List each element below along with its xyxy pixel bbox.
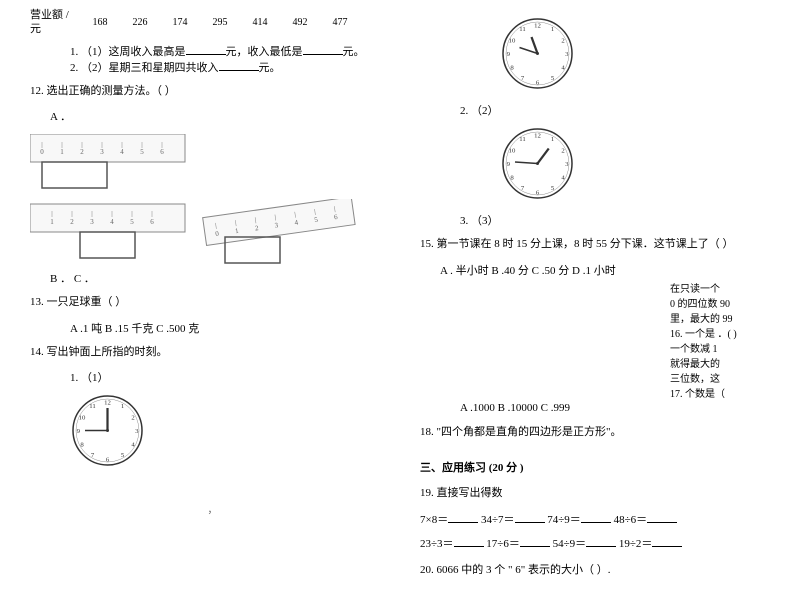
q16-opts: A .1000 B .10000 C .999	[460, 402, 770, 414]
svg-text:10: 10	[509, 37, 516, 44]
ruler-image-a: 0 1 2 3 4 5 6	[30, 134, 395, 189]
clock-3: 121234567891011	[500, 126, 770, 204]
q1-sub2: 2. （2）星期三和星期四共收入元。	[70, 59, 395, 75]
q15-text: 15. 第一节课在 8 时 15 分上课，8 时 55 分下课．这节课上了（ ）	[420, 236, 770, 254]
q19-text: 19. 直接写出得数	[420, 485, 770, 503]
q19-line2: 23÷3＝ 17÷6＝ 54÷9＝ 19÷2＝	[420, 535, 770, 555]
blank	[581, 511, 611, 523]
svg-text:3: 3	[100, 148, 104, 156]
svg-text:2: 2	[70, 218, 74, 226]
svg-text:11: 11	[89, 403, 96, 410]
svg-text:12: 12	[104, 400, 111, 407]
svg-text:11: 11	[519, 26, 526, 33]
svg-text:2: 2	[131, 415, 134, 422]
blank	[448, 511, 478, 523]
blank	[586, 535, 616, 547]
svg-text:11: 11	[519, 136, 526, 143]
blank	[647, 511, 677, 523]
q14-text: 14. 写出钟面上所指的时刻。	[30, 344, 395, 362]
q14-sub2: 2. （2）	[460, 102, 770, 118]
svg-text:0: 0	[40, 148, 44, 156]
q20-text: 20. 6066 中的 3 个 " 6" 表示的大小（ ）.	[420, 562, 770, 580]
revenue-table: 营业额 / 元 168 226 174 295 414 492 477	[30, 8, 395, 37]
section-3-heading: 三、应用练习 (20 分 )	[420, 459, 770, 475]
table-cell: 414	[240, 17, 280, 28]
table-cell: 226	[120, 17, 160, 28]
clock-2: 121234567891011	[500, 16, 770, 94]
svg-text:4: 4	[110, 218, 114, 226]
blank	[219, 59, 259, 71]
svg-text:12: 12	[534, 132, 541, 139]
svg-text:2: 2	[561, 147, 564, 154]
svg-text:1: 1	[50, 218, 54, 226]
blank	[454, 535, 484, 547]
table-cell: 295	[200, 17, 240, 28]
svg-text:10: 10	[509, 147, 516, 154]
q12-opt-bc: B ． C ．	[50, 270, 395, 286]
clock-1: 121234567891011	[70, 393, 395, 471]
svg-text:1: 1	[121, 403, 124, 410]
q13-opts: A .1 吨 B .15 千克 C .500 克	[70, 320, 395, 336]
q14-sub3: 3. （3）	[460, 212, 770, 228]
q16-block: 在只读一个 0 的四位数 90 里，最大的 99 16. 一个是 ．( ) 一个…	[670, 282, 770, 402]
table-row-label: 营业额 / 元	[30, 8, 80, 37]
q13-text: 13. 一只足球重（ ）	[30, 294, 395, 312]
svg-text:12: 12	[534, 22, 541, 29]
svg-text:3: 3	[90, 218, 94, 226]
blank	[303, 43, 343, 55]
svg-text:1: 1	[60, 148, 64, 156]
table-cell: 168	[80, 17, 120, 28]
q12-text: 12. 选出正确的测量方法。（ ）	[30, 83, 395, 101]
q18-text: 18. "四个角都是直角的四边形是正方形"。	[420, 424, 770, 442]
footer-mark: ，	[30, 501, 395, 516]
svg-text:5: 5	[130, 218, 134, 226]
svg-text:4: 4	[120, 148, 124, 156]
svg-text:6: 6	[150, 218, 154, 226]
svg-text:6: 6	[160, 148, 164, 156]
q19-line1: 7×8＝ 34÷7＝ 74÷9＝ 48÷6＝	[420, 511, 770, 531]
svg-text:1: 1	[551, 26, 554, 33]
blank	[186, 43, 226, 55]
blank	[520, 535, 550, 547]
table-cell: 492	[280, 17, 320, 28]
q14-sub1: 1. （1）	[70, 369, 395, 385]
blank	[652, 535, 682, 547]
table-cell: 477	[320, 17, 360, 28]
q15-opts: A . 半小时 B .40 分 C .50 分 D .1 小时	[440, 262, 770, 278]
svg-text:2: 2	[80, 148, 84, 156]
svg-text:1: 1	[551, 136, 554, 143]
svg-text:2: 2	[561, 37, 564, 44]
ruler-image-c: 0123456	[200, 199, 360, 264]
table-cell: 174	[160, 17, 200, 28]
ruler-image-b: 1 2 3 4 5 6	[30, 199, 190, 259]
q1-sub1: 1. （1）这周收入最高是元，收入最低是元。	[70, 43, 395, 59]
blank	[515, 511, 545, 523]
svg-text:10: 10	[79, 415, 86, 422]
svg-text:5: 5	[140, 148, 144, 156]
q12-opt-a: A ．	[50, 108, 395, 124]
